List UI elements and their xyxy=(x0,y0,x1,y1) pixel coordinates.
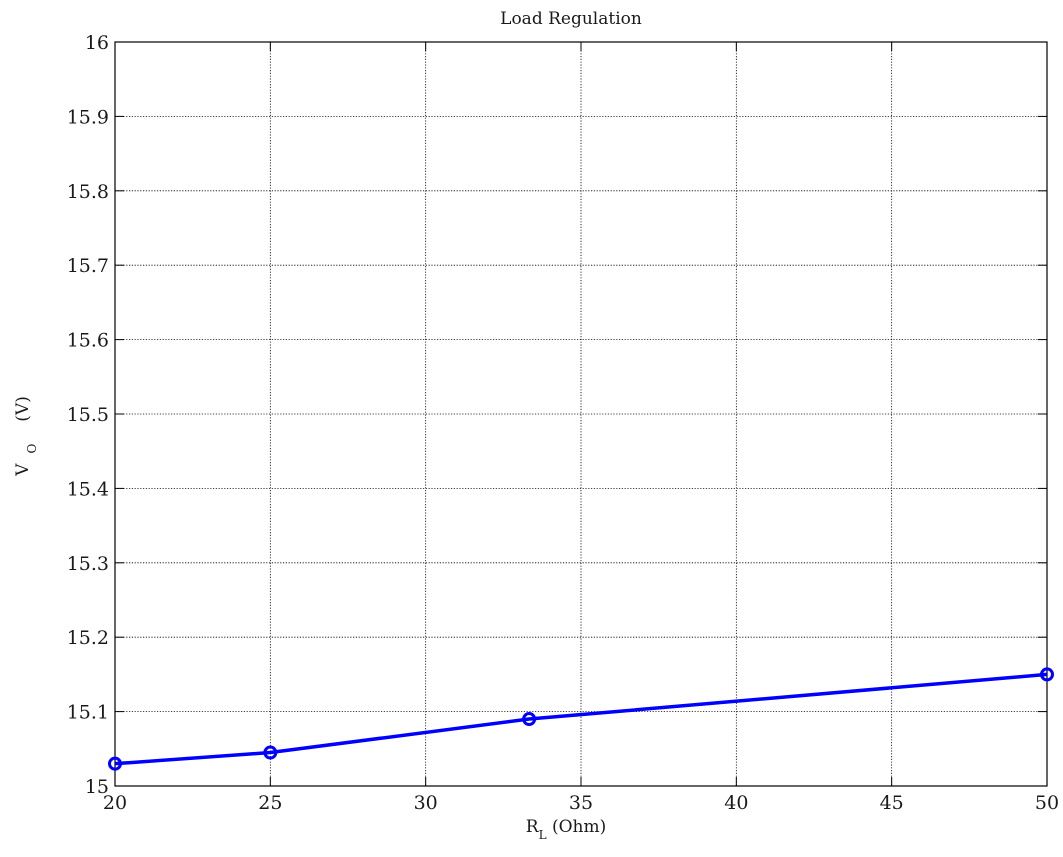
y-tick-label: 15.5 xyxy=(67,404,109,426)
grid-lines xyxy=(115,42,1047,786)
x-tick-labels: 20 25 30 35 40 45 50 xyxy=(103,792,1059,814)
data-point-marker xyxy=(108,756,122,771)
y-tick-label: 15.8 xyxy=(67,181,109,203)
x-axis-label: RL (Ohm) xyxy=(526,817,606,842)
x-tick-label: 25 xyxy=(258,792,282,814)
y-tick-label: 16 xyxy=(85,32,109,54)
y-tick-label: 15.3 xyxy=(67,553,109,575)
x-tick-label: 35 xyxy=(569,792,593,814)
x-axis-label-main: R xyxy=(526,817,540,837)
x-tick-label: 50 xyxy=(1035,792,1059,814)
y-tick-label: 15.7 xyxy=(67,255,109,277)
data-point-marker xyxy=(263,745,278,760)
y-tick-label: 15.4 xyxy=(67,478,109,500)
series-line xyxy=(114,672,1048,766)
x-tick-label: 45 xyxy=(880,792,904,814)
x-tick-label: 20 xyxy=(103,792,127,814)
y-tick-labels: 15 15.1 15.2 15.3 15.4 15.5 15.6 15.7 15.8 15.9 16 xyxy=(67,32,109,798)
axis-ticks xyxy=(114,41,1048,787)
y-axis-label-main: V xyxy=(13,463,33,477)
y-tick-label: 15.1 xyxy=(67,702,109,724)
x-tick-label: 40 xyxy=(724,792,748,814)
x-axis-label-rest: (Ohm) xyxy=(547,817,607,837)
chart-title: Load Regulation xyxy=(500,9,642,29)
data-point-marker xyxy=(1040,667,1054,682)
y-axis-label: VO (V) xyxy=(13,396,39,477)
x-tick-label: 30 xyxy=(414,792,438,814)
y-axis-label-rest: (V) xyxy=(13,396,33,422)
y-tick-label: 15.2 xyxy=(67,627,109,649)
y-tick-label: 15.6 xyxy=(67,330,109,352)
svg-text:VO(V): VO (V) xyxy=(13,396,39,477)
x-axis-label-sub: L xyxy=(539,828,547,842)
y-tick-label: 15.9 xyxy=(67,106,109,128)
y-tick-label: 15 xyxy=(85,776,109,798)
series-layer xyxy=(108,667,1054,771)
y-axis-label-sub: O xyxy=(25,444,39,454)
data-point-marker xyxy=(522,712,537,727)
